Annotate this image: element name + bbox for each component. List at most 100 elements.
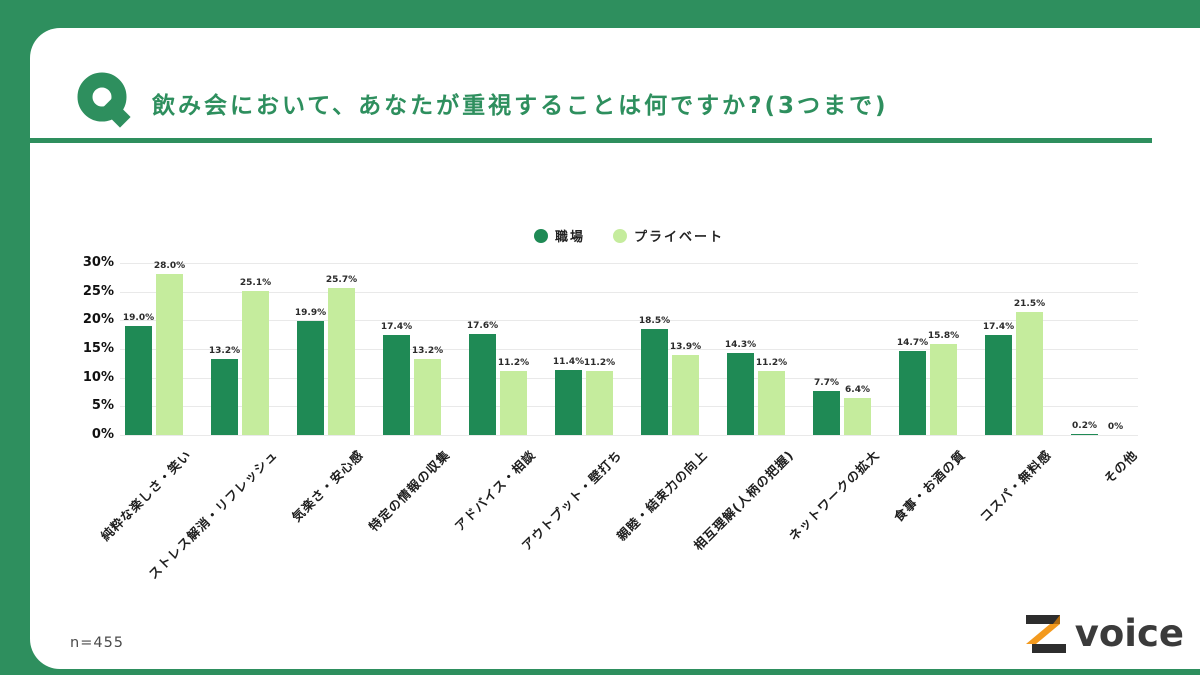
bar	[211, 359, 238, 435]
bar-group: 11.4% 11.2%	[552, 356, 616, 435]
plot-area: 19.0% 28.0% 13.2% 25.1% 19.9% 25.7% 17.4% 13.2%…	[120, 261, 1138, 436]
bar	[813, 390, 840, 435]
bar	[1016, 311, 1043, 435]
sample-size-label: n=455	[70, 635, 125, 651]
header-separator	[30, 138, 1152, 143]
x-axis-label: アドバイス・相談	[452, 447, 539, 534]
bar-value-label: 14.7%	[896, 337, 929, 348]
x-axis-label: 親睦・結束力の向上	[614, 447, 711, 544]
bar-group: 14.7% 15.8%	[896, 331, 960, 435]
bar	[1071, 433, 1098, 435]
y-axis-tick: 25%	[82, 283, 114, 299]
bar	[383, 335, 410, 435]
bar-group: 7.7% 6.4%	[813, 378, 871, 435]
gridline	[120, 435, 1138, 436]
bar-value-label: 0%	[1107, 422, 1124, 432]
bar-value-label: 21.5%	[1013, 298, 1046, 309]
x-axis-label: 気楽さ・安心感	[289, 447, 367, 525]
y-axis-tick: 10%	[82, 369, 114, 385]
z-logo-icon	[1025, 615, 1066, 653]
bar	[641, 328, 668, 435]
bar-value-label: 19.0%	[122, 313, 155, 324]
x-axis-label: その他	[1101, 447, 1141, 487]
bar	[727, 353, 754, 435]
bar	[586, 370, 613, 435]
logo: voice	[1023, 609, 1184, 657]
y-axis: 0% 5% 10% 15% 20% 25% 30%	[30, 255, 114, 442]
x-axis-label: 食事・お酒の質	[891, 447, 969, 525]
bar-group: 14.3% 11.2%	[724, 340, 788, 435]
gridline	[120, 291, 1138, 293]
bar-value-label: 11.2%	[755, 357, 788, 368]
bar	[156, 274, 183, 435]
bar-value-label: 15.8%	[927, 331, 960, 342]
bar-group: 17.6% 11.2%	[466, 321, 530, 435]
bar-value-label: 13.9%	[669, 342, 702, 353]
header: 飲み会において、あなたが重視することは何ですか?(3つまで)	[30, 28, 1200, 143]
bar	[758, 370, 785, 435]
bar-group: 0.2% 0%	[1071, 421, 1129, 435]
y-axis-tick: 5%	[91, 398, 114, 414]
bar	[469, 334, 496, 435]
logo-text: voice	[1074, 611, 1184, 655]
y-axis-tick: 15%	[82, 341, 114, 356]
bar	[125, 326, 152, 435]
bar	[555, 369, 582, 435]
bar-value-label: 18.5%	[638, 315, 671, 326]
bar-value-label: 0.2%	[1072, 420, 1097, 431]
y-axis-tick: 0%	[91, 427, 114, 442]
bar-value-label: 11.4%	[552, 356, 585, 367]
legend-item-private: プライベート	[613, 226, 724, 245]
bar	[328, 287, 355, 435]
bar-value-label: 17.6%	[466, 321, 499, 332]
bar-group: 17.4% 21.5%	[982, 298, 1046, 435]
bar-value-label: 13.2%	[411, 346, 444, 357]
x-axis-label: コスパ・無料感	[977, 447, 1055, 525]
bar-value-label: 11.2%	[583, 357, 616, 368]
y-axis-tick: 20%	[82, 312, 114, 328]
bar-value-label: 7.7%	[814, 377, 839, 388]
bar-group: 18.5% 13.9%	[638, 315, 702, 435]
bar-group: 17.4% 13.2%	[380, 322, 444, 435]
bar-value-label: 25.7%	[325, 274, 358, 285]
content-card: 飲み会において、あなたが重視することは何ですか?(3つまで) 職場 プライベート…	[30, 28, 1200, 669]
gridline	[120, 349, 1138, 350]
gridline	[120, 263, 1138, 264]
bar	[242, 291, 269, 435]
bar-value-label: 14.3%	[724, 340, 757, 351]
page-title: 飲み会において、あなたが重視することは何ですか?(3つまで)	[152, 93, 889, 119]
bar-value-label: 11.2%	[497, 357, 530, 368]
bar-value-label: 25.1%	[239, 278, 272, 289]
bar-group: 19.0% 28.0%	[122, 261, 185, 435]
bar-group: 19.9% 25.7%	[295, 274, 358, 435]
legend-dot-private	[613, 228, 627, 243]
bar-value-label: 13.2%	[208, 346, 241, 357]
legend-label-private: プライベート	[634, 230, 725, 245]
gridline	[120, 377, 1138, 379]
bar	[844, 398, 871, 435]
bar	[899, 350, 926, 435]
y-axis-tick: 30%	[82, 255, 114, 270]
bar	[672, 355, 699, 435]
bar-group: 13.2% 25.1%	[208, 278, 272, 435]
x-axis-label: 特定の情報の収集	[365, 447, 453, 535]
bar	[985, 335, 1012, 435]
bar-value-label: 6.4%	[845, 385, 870, 396]
chart-legend: 職場 プライベート	[120, 226, 1138, 245]
legend-dot-workplace	[533, 228, 548, 243]
bar	[297, 320, 324, 435]
bar	[930, 344, 957, 435]
x-axis-label: ネットワークの拡大	[786, 447, 883, 544]
x-axis-labels: 純粋な楽しさ・笑い ストレス解消・リフレッシュ 気楽さ・安心感 特定の情報の収集 アドバ…	[98, 435, 1141, 615]
gridline	[120, 320, 1138, 322]
bar-value-label: 17.4%	[982, 322, 1015, 333]
legend-label-workplace: 職場	[554, 230, 585, 245]
q-mark-icon	[77, 72, 131, 128]
bar	[414, 359, 441, 435]
bar	[500, 370, 527, 435]
gridline	[120, 406, 1138, 408]
legend-item-workplace: 職場	[533, 226, 585, 245]
bar-value-label: 17.4%	[380, 322, 413, 333]
x-axis-label: 純粋な楽しさ・笑い	[98, 447, 195, 544]
